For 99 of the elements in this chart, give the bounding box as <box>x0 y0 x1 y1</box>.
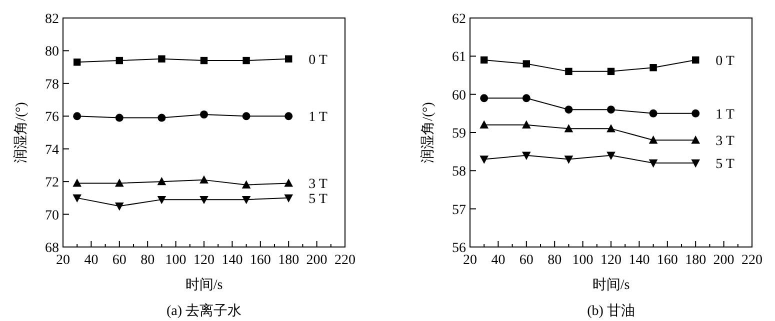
x-tick-label: 140 <box>628 253 650 268</box>
text: (b) 甘油 <box>587 303 635 319</box>
x-tick-label: 60 <box>519 253 534 268</box>
y-axis-title: 润湿角/(°) <box>13 102 29 163</box>
y-tick-label: 76 <box>45 110 59 126</box>
y-tick-label: 72 <box>45 176 59 191</box>
x-tick-label: 100 <box>572 253 594 268</box>
x-tick-label: 200 <box>306 253 328 268</box>
point <box>115 202 124 211</box>
x-tick-label: 120 <box>600 253 622 268</box>
y-tick-label: 62 <box>452 12 466 27</box>
x-tick-label: 80 <box>140 253 155 268</box>
point <box>650 64 657 72</box>
point <box>522 60 530 68</box>
point <box>480 156 488 164</box>
y-tick-label: 82 <box>45 12 59 27</box>
point <box>116 56 123 64</box>
point <box>200 56 208 64</box>
point <box>242 180 251 188</box>
point <box>564 106 573 114</box>
x-tick-label: 100 <box>165 253 186 268</box>
x-tick-label: 40 <box>491 253 506 268</box>
y-tick-label: 80 <box>45 44 59 60</box>
y-tick-label: 61 <box>452 50 466 66</box>
y-axis-title: 润湿角/(°) <box>420 102 436 163</box>
y-tick-label: 74 <box>45 142 59 158</box>
x-tick-label: 20 <box>463 253 477 268</box>
point <box>284 112 293 120</box>
series-label: 1 T <box>308 110 328 126</box>
y-tick-label: 78 <box>45 77 59 92</box>
point <box>200 175 208 184</box>
x-axis-title: 时间/s <box>185 277 223 293</box>
point <box>73 112 82 120</box>
point <box>115 178 124 187</box>
series-label: 3 T <box>716 134 735 150</box>
point <box>72 178 82 187</box>
point <box>691 136 700 144</box>
point <box>242 112 250 120</box>
y-tick-label: 68 <box>45 241 59 256</box>
series-label: 0 T <box>716 54 735 69</box>
y-tick-label: 70 <box>45 208 59 224</box>
x-tick-label: 120 <box>194 253 214 268</box>
x-axis-title: 时间/s <box>592 277 630 293</box>
x-tick-label: 180 <box>685 253 706 268</box>
point <box>522 94 530 102</box>
x-tick-label: 60 <box>112 253 126 268</box>
point <box>242 196 251 204</box>
point <box>284 194 293 203</box>
point <box>480 56 488 64</box>
x-tick-label: 220 <box>742 253 762 268</box>
x-tick-label: 220 <box>334 253 356 268</box>
x-tick-label: 40 <box>84 253 98 268</box>
x-tick-label: 180 <box>278 253 300 268</box>
series-label: 0 T <box>308 52 328 68</box>
point <box>649 109 658 118</box>
point <box>692 56 700 64</box>
y-tick-label: 60 <box>452 88 466 104</box>
point <box>522 152 531 160</box>
point <box>158 114 166 122</box>
x-tick-label: 80 <box>548 253 562 268</box>
point <box>284 178 293 187</box>
point <box>200 110 208 119</box>
point <box>115 114 124 122</box>
point <box>692 109 700 118</box>
x-tick-label: 160 <box>250 253 271 268</box>
point <box>242 56 250 64</box>
point <box>200 196 208 204</box>
series-label: 1 T <box>716 107 735 122</box>
text: (a) 去离子水 <box>166 303 242 319</box>
x-tick-label: 140 <box>222 253 243 268</box>
point <box>72 194 82 203</box>
point <box>648 159 658 168</box>
x-tick-label: 20 <box>56 253 70 268</box>
series-label: 3 T <box>308 177 328 192</box>
point <box>606 124 616 132</box>
point <box>564 124 574 132</box>
point <box>522 120 531 128</box>
point <box>158 55 166 62</box>
y-tick-label: 57 <box>452 202 466 218</box>
point <box>74 58 81 66</box>
point <box>607 68 615 76</box>
point <box>285 55 292 62</box>
point <box>157 176 166 186</box>
y-tick-label: 59 <box>452 126 466 142</box>
x-tick-label: 160 <box>656 253 678 268</box>
series-label: 5 T <box>308 192 328 207</box>
point <box>691 159 700 168</box>
point <box>480 94 488 102</box>
point <box>565 68 572 76</box>
point <box>648 136 658 144</box>
point <box>157 196 166 204</box>
point <box>480 120 488 128</box>
series-label: 5 T <box>716 157 735 172</box>
point <box>564 156 574 164</box>
point <box>607 106 615 114</box>
y-tick-label: 58 <box>452 164 466 180</box>
x-tick-label: 200 <box>713 253 734 268</box>
y-tick-label: 56 <box>452 241 466 256</box>
point <box>606 152 616 160</box>
